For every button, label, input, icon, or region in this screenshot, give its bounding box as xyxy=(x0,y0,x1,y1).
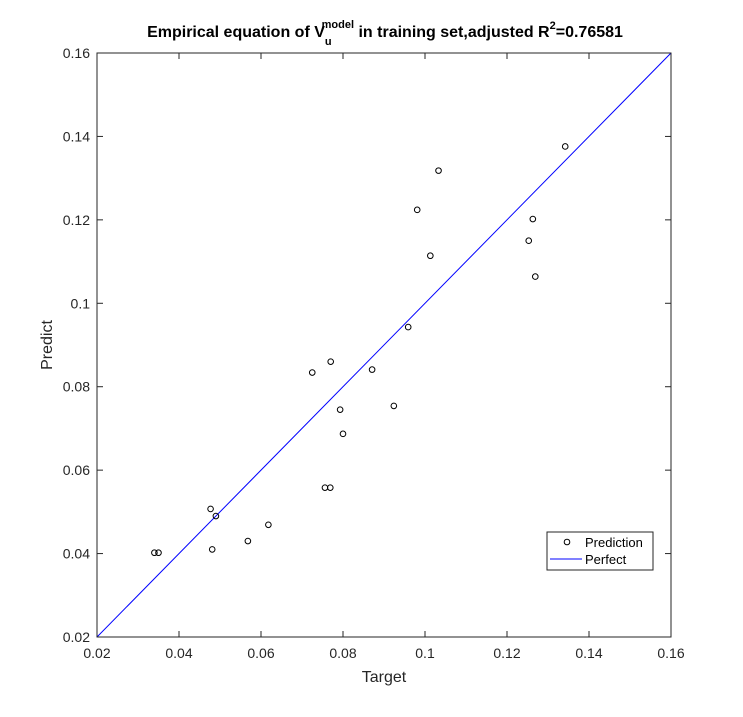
x-tick-label: 0.1 xyxy=(415,645,435,661)
prediction-point-23 xyxy=(561,143,569,150)
y-axis-ticks: 0.02 0.04 0.06 0.08 0.1 0.12 0.14 0.16 xyxy=(63,45,671,645)
prediction-point-10 xyxy=(326,484,334,491)
prediction-point-1 xyxy=(151,549,158,557)
prediction-point-8 xyxy=(308,369,316,376)
x-tick-label: 0.12 xyxy=(493,645,520,661)
prediction-point-17 xyxy=(413,206,421,214)
x-axis-label: Target xyxy=(362,669,407,686)
prediction-point-3 xyxy=(207,505,214,513)
y-tick-label: 0.12 xyxy=(63,212,90,228)
x-tick-label: 0.14 xyxy=(575,645,602,661)
prediction-point-13 xyxy=(339,430,347,438)
prediction-point-14 xyxy=(368,366,376,373)
perfect-series-layer xyxy=(96,52,672,638)
prediction-point-15 xyxy=(390,402,398,410)
prediction-point-4 xyxy=(208,546,216,553)
y-tick-label: 0.04 xyxy=(63,546,90,562)
prediction-point-6 xyxy=(244,537,252,545)
y-tick-label: 0.08 xyxy=(63,379,90,395)
x-tick-label: 0.16 xyxy=(657,645,684,661)
x-axis-ticks: 0.02 0.04 0.06 0.08 0.1 0.12 0.14 0.16 xyxy=(83,53,685,661)
y-tick-label: 0.02 xyxy=(63,629,90,645)
y-tick-label: 0.1 xyxy=(71,295,91,311)
prediction-point-21 xyxy=(529,215,537,223)
x-tick-label: 0.02 xyxy=(83,645,110,661)
chart-title: Empirical equation of Vumodel in trainin… xyxy=(147,19,623,48)
x-tick-label: 0.06 xyxy=(247,645,274,661)
perfect-line xyxy=(96,52,672,638)
prediction-point-5 xyxy=(212,512,220,520)
legend-prediction-label: Prediction xyxy=(585,535,643,550)
prediction-point-19 xyxy=(435,167,442,174)
prediction-series-layer xyxy=(151,143,569,557)
y-axis-label: Predict xyxy=(39,320,56,370)
prediction-point-20 xyxy=(525,237,533,245)
x-tick-label: 0.08 xyxy=(329,645,356,661)
y-tick-label: 0.06 xyxy=(63,462,90,478)
prediction-point-2 xyxy=(155,549,162,557)
x-tick-label: 0.04 xyxy=(165,645,192,661)
prediction-point-12 xyxy=(336,406,344,413)
legend-prediction-marker xyxy=(563,538,571,546)
legend: Prediction Perfect xyxy=(546,531,654,571)
prediction-point-16 xyxy=(404,323,412,331)
y-tick-label: 0.14 xyxy=(63,128,90,144)
prediction-point-11 xyxy=(327,358,335,365)
y-tick-label: 0.16 xyxy=(63,45,90,61)
legend-box xyxy=(546,531,654,571)
prediction-point-18 xyxy=(427,252,434,260)
plot-frame xyxy=(96,52,672,638)
prediction-point-22 xyxy=(531,273,539,280)
prediction-point-7 xyxy=(265,521,272,529)
legend-perfect-label: Perfect xyxy=(585,552,627,567)
